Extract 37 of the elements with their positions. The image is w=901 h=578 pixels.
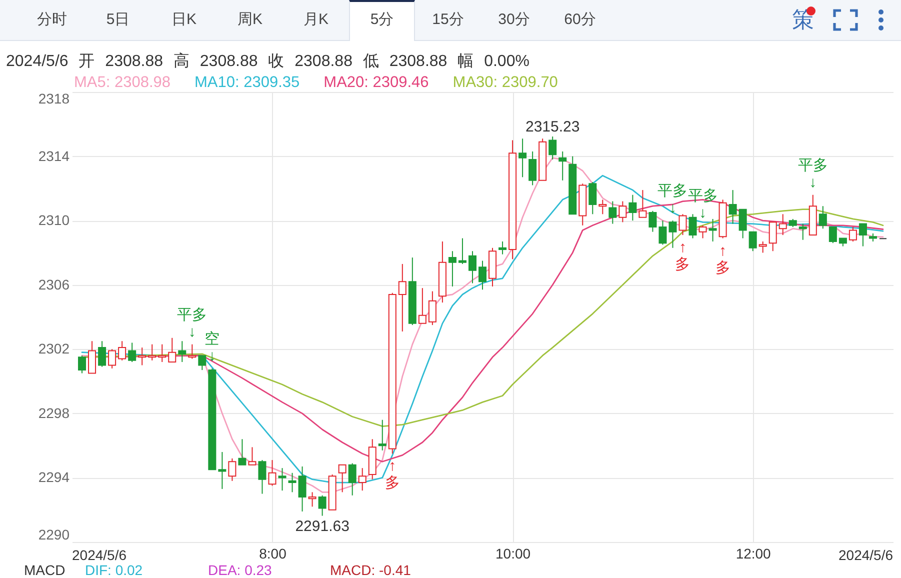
- text: 60分: [563, 10, 597, 30]
- text: 2024/5/6: [72, 547, 126, 563]
- text: MA10: 2309.35: [194, 73, 300, 93]
- y-tick-label: 2298: [38, 404, 70, 421]
- text: MA30: 2309.70: [452, 73, 558, 93]
- chart-title: 2024/5/6 开 2308.88 高 2308.88 收 2308.88 低 2308.88 幅 0.00%: [6, 52, 530, 72]
- text: MA5: 2308.98: [74, 73, 171, 93]
- text: 5日: [105, 10, 131, 30]
- annotation: ↑ 多: [675, 239, 690, 274]
- text: DEA: 0.23: [208, 562, 272, 578]
- text: 月K: [302, 10, 330, 30]
- text: MACD: [24, 562, 66, 578]
- y-tick-label: 2318: [38, 90, 70, 106]
- annotation: 平多 ↓: [798, 156, 828, 191]
- annotation: ↑ 多: [715, 242, 730, 276]
- text: MACD: -0.41: [330, 562, 411, 578]
- y-tick-label: 2314: [38, 148, 70, 164]
- y-tick-label: 2290: [38, 526, 70, 542]
- x-tick-label: 12:00: [736, 546, 772, 562]
- text: 周K: [236, 10, 264, 30]
- text: 30分: [497, 10, 531, 30]
- x-tick-label: 10:00: [496, 546, 531, 562]
- y-tick-label: 2310: [38, 212, 70, 228]
- text: 日K: [170, 10, 198, 30]
- text: 2291.63: [295, 518, 350, 535]
- x-tick-label: 8:00: [259, 546, 287, 562]
- text: DIF: 0.02: [85, 562, 143, 578]
- annotation: ↑ 多: [384, 458, 400, 492]
- text: 2024/5/6: [838, 547, 893, 563]
- text: 分时: [36, 10, 68, 30]
- text: 2315.23: [525, 118, 580, 136]
- y-tick-label: 2306: [38, 276, 70, 292]
- text: 15分: [431, 10, 465, 30]
- text: MA20: 2309.46: [324, 73, 429, 93]
- annotation: 平多 ↓: [688, 187, 718, 222]
- y-tick-label: 2302: [38, 340, 70, 357]
- y-tick-label: 2294: [38, 469, 70, 486]
